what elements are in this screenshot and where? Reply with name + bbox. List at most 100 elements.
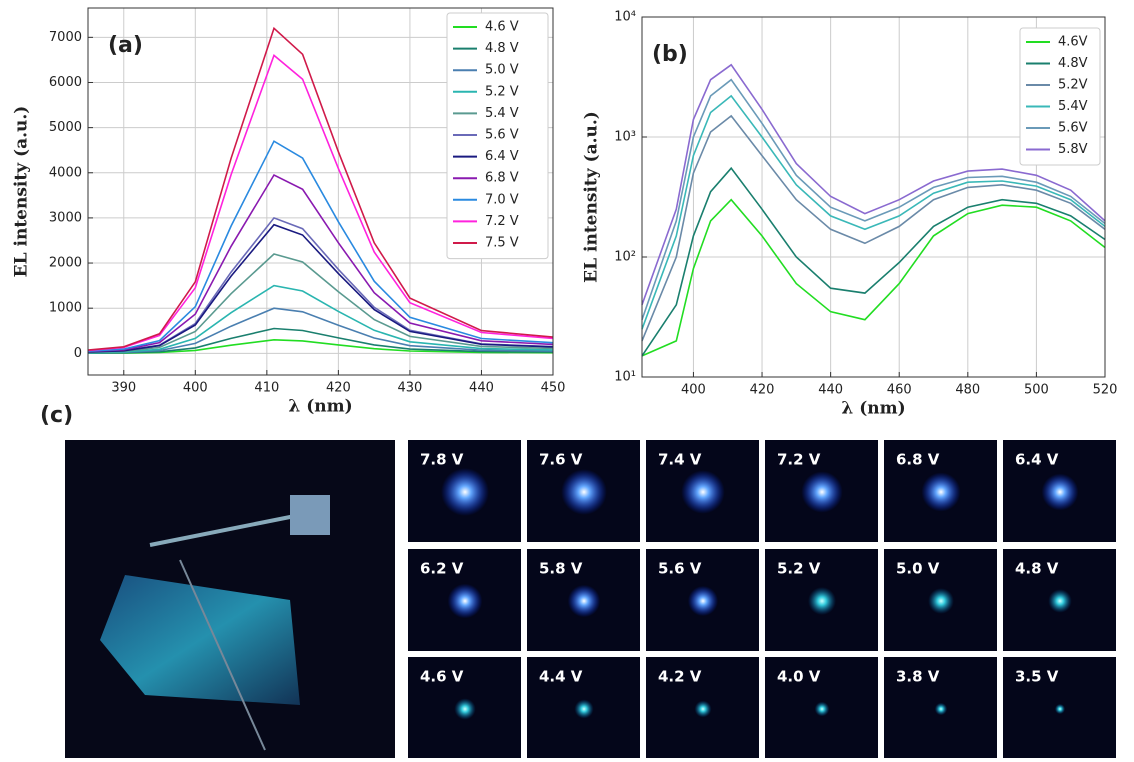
series-line <box>641 78 1106 320</box>
y-tick-label: 6000 <box>49 75 82 90</box>
y-tick-label: 5000 <box>49 120 82 135</box>
y-tick-label: 1000 <box>49 301 82 316</box>
x-axis-label: λ (nm) <box>288 397 352 417</box>
emission-spot <box>567 584 601 618</box>
voltage-label: 4.8 V <box>1015 560 1059 578</box>
legend-label: 5.8V <box>1058 142 1088 157</box>
y-tick-label: 2000 <box>49 256 82 271</box>
voltage-label: 4.6 V <box>420 668 464 686</box>
voltage-label: 4.2 V <box>658 668 702 686</box>
emission-spot <box>814 701 830 717</box>
legend-label: 4.8V <box>1058 56 1088 71</box>
series-line <box>641 114 1106 342</box>
y-tick-label: 0 <box>74 346 82 361</box>
emission-spot <box>454 698 476 720</box>
legend-label: 5.4V <box>1058 99 1088 114</box>
voltage-label: 7.4 V <box>658 451 702 469</box>
voltage-label: 5.0 V <box>896 560 940 578</box>
series-line <box>87 327 554 354</box>
emission-spot <box>681 470 725 514</box>
x-tick-label: 480 <box>955 383 980 398</box>
emission-spot <box>694 700 712 718</box>
x-tick-label: 410 <box>254 381 279 396</box>
series-line <box>87 223 554 353</box>
series-line <box>641 166 1106 357</box>
legend-label: 6.8 V <box>485 171 519 186</box>
series-line <box>641 63 1106 306</box>
series-line <box>87 140 554 352</box>
wire <box>179 559 266 751</box>
panel-label: (a) <box>108 33 143 58</box>
legend-label: 5.0 V <box>485 63 519 78</box>
emission-spot <box>441 468 489 516</box>
voltage-label: 6.8 V <box>896 451 940 469</box>
legend-label: 5.4 V <box>485 106 519 121</box>
emission-spot <box>801 471 843 513</box>
series-line <box>87 54 554 352</box>
emission-spot <box>1048 589 1072 613</box>
x-tick-label: 390 <box>111 381 136 396</box>
series-line <box>641 94 1106 330</box>
series-line <box>641 198 1106 357</box>
y-tick-label: 10² <box>614 250 636 265</box>
series-line <box>87 173 554 353</box>
emission-spot <box>808 587 836 615</box>
series-line <box>87 307 554 354</box>
emission-spot <box>1054 703 1066 715</box>
voltage-label: 7.6 V <box>539 451 583 469</box>
legend-label: 5.2 V <box>485 84 519 99</box>
thumbnails: 7.8 V 7.6 V 7.4 V 7.2 V 6.8 V 6.4 V 6.2 V 5.8 V… <box>408 440 1116 759</box>
emission-spot <box>921 472 961 512</box>
series-line <box>87 26 554 351</box>
x-tick-label: 460 <box>887 383 912 398</box>
y-tick-label: 10³ <box>614 130 636 145</box>
x-tick-label: 430 <box>398 381 423 396</box>
x-tick-label: 440 <box>818 383 843 398</box>
device-glow <box>100 575 300 705</box>
emission-spot <box>934 702 948 716</box>
emission-spot <box>574 699 594 719</box>
voltage-label: 5.8 V <box>539 560 583 578</box>
y-tick-label: 4000 <box>49 165 82 180</box>
voltage-label: 7.2 V <box>777 451 821 469</box>
legend-label: 7.0 V <box>485 192 519 207</box>
voltage-label: 6.4 V <box>1015 451 1059 469</box>
voltage-label: 6.2 V <box>420 560 464 578</box>
series-line <box>87 284 554 354</box>
voltage-label: 4.0 V <box>777 668 821 686</box>
voltage-label: 4.4 V <box>539 668 583 686</box>
x-tick-label: 400 <box>183 381 208 396</box>
x-tick-label: 520 <box>1093 383 1118 398</box>
x-tick-label: 450 <box>541 381 566 396</box>
legend-label: 5.2V <box>1058 78 1088 93</box>
plot-frame <box>87 7 554 376</box>
voltage-label: 3.8 V <box>896 668 940 686</box>
y-tick-label: 3000 <box>49 210 82 225</box>
panel-label: (c) <box>40 403 73 428</box>
voltage-label: 5.2 V <box>777 560 821 578</box>
y-tick-label: 7000 <box>49 30 82 45</box>
panel-label: (b) <box>652 42 688 67</box>
probe-holder <box>290 495 330 535</box>
x-axis-label: λ (nm) <box>841 399 905 419</box>
plot-frame <box>641 16 1106 378</box>
y-tick-label: 10¹ <box>614 370 636 385</box>
legend-label: 5.6 V <box>485 128 519 143</box>
y-axis-label: EL intensity (a.u.) <box>582 111 602 283</box>
emission-spot <box>1041 473 1079 511</box>
x-tick-label: 440 <box>469 381 494 396</box>
legend-label: 4.8 V <box>485 41 519 56</box>
x-tick-label: 420 <box>326 381 351 396</box>
emission-spot <box>447 583 483 619</box>
series-line <box>87 253 554 354</box>
y-tick-label: 10⁴ <box>614 10 636 25</box>
legend-label: 4.6V <box>1058 35 1088 50</box>
emission-spot <box>928 588 954 614</box>
probe <box>149 513 301 547</box>
x-tick-label: 500 <box>1024 383 1049 398</box>
x-tick-label: 400 <box>681 383 706 398</box>
legend-label: 6.4 V <box>485 149 519 164</box>
emission-spot <box>687 585 719 617</box>
